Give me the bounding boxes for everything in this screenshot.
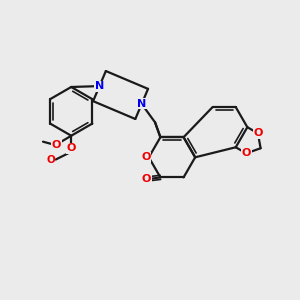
Text: O: O — [142, 174, 151, 184]
Text: O: O — [253, 128, 262, 138]
Text: N: N — [137, 99, 146, 109]
Text: O: O — [52, 140, 61, 150]
Text: O: O — [46, 154, 55, 164]
Text: O: O — [67, 143, 76, 153]
Text: O: O — [141, 152, 151, 162]
Text: N: N — [95, 81, 104, 91]
Text: O: O — [242, 148, 251, 158]
